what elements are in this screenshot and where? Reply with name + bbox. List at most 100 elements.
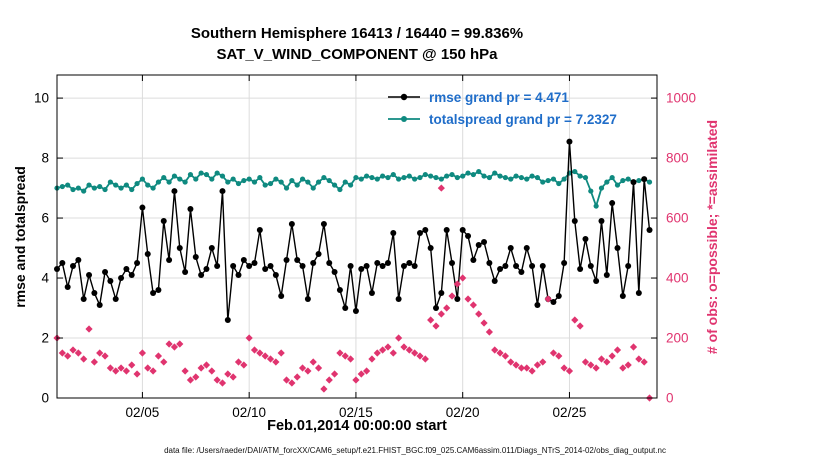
totalspread-marker	[198, 170, 204, 176]
rmse-marker	[283, 257, 290, 264]
totalspread-marker	[315, 179, 322, 185]
totalspread-marker	[107, 179, 113, 185]
obs-assimilated-marker	[539, 358, 547, 366]
rmse-marker	[523, 245, 530, 252]
totalspread-marker	[550, 176, 557, 182]
rmse-marker	[507, 245, 514, 252]
totalspread-marker	[155, 179, 162, 185]
obs-assimilated-marker	[363, 367, 371, 375]
obs-assimilated-marker	[90, 358, 98, 366]
obs-assimilated-marker	[346, 355, 355, 363]
totalspread-marker	[123, 182, 129, 188]
totalspread-marker	[278, 179, 284, 185]
totalspread-marker	[166, 179, 172, 185]
rmse-marker	[176, 245, 183, 252]
totalspread-marker	[203, 171, 210, 178]
rmse-marker	[304, 296, 311, 303]
obs-assimilated-marker	[266, 355, 275, 363]
y-tick-label-left: 6	[41, 211, 49, 226]
y-tick-label-left: 4	[41, 271, 49, 286]
obs-possible-marker	[437, 184, 445, 192]
totalspread-marker	[577, 173, 583, 179]
rmse-marker	[192, 254, 199, 261]
totalspread-marker	[331, 182, 338, 188]
obs-assimilated-marker	[619, 364, 627, 372]
obs-assimilated-marker	[491, 346, 499, 354]
totalspread-marker	[81, 188, 87, 194]
rmse-marker	[123, 266, 130, 273]
obs-assimilated-marker	[165, 340, 173, 348]
totalspread-marker	[545, 177, 551, 184]
obs-assimilated-marker	[427, 316, 435, 324]
totalspread-marker	[492, 170, 498, 176]
totalspread-marker	[209, 176, 215, 182]
rmse-marker	[240, 257, 247, 264]
obs-assimilated-marker	[154, 352, 163, 360]
rmse-marker	[278, 293, 285, 300]
rmse-marker	[208, 245, 215, 252]
totalspread-marker	[347, 182, 354, 188]
totalspread-marker	[556, 180, 562, 187]
obs-assimilated-marker	[208, 367, 216, 375]
totalspread-marker	[444, 173, 450, 179]
rmse-marker	[646, 227, 653, 234]
rmse-marker	[539, 263, 546, 270]
rmse-marker	[513, 263, 520, 270]
obs-assimilated-marker	[160, 358, 168, 366]
rmse-marker	[630, 179, 637, 186]
x-axis-label: Feb.01,2014 00:00:00 start	[267, 418, 447, 434]
totalspread-marker	[486, 174, 492, 181]
totalspread-marker	[187, 171, 194, 178]
totalspread-marker	[129, 186, 135, 193]
obs-assimilated-marker	[149, 367, 157, 375]
obs-assimilated-marker	[507, 358, 515, 366]
totalspread-marker	[145, 182, 151, 188]
obs-assimilated-marker	[261, 352, 269, 360]
obs-assimilated-marker	[379, 346, 387, 354]
rmse-marker	[561, 260, 568, 267]
totalspread-marker	[230, 176, 236, 182]
rmse-marker	[609, 200, 616, 207]
rmse-marker	[272, 272, 279, 279]
obs-assimilated-marker	[416, 352, 424, 360]
totalspread-marker	[572, 168, 578, 175]
legend-label-totalspread: totalspread grand pr = 7.2327	[429, 111, 617, 127]
rmse-marker	[294, 257, 301, 264]
rmse-marker	[427, 245, 434, 252]
obs-assimilated-marker	[234, 358, 243, 366]
rmse-marker	[134, 260, 141, 267]
totalspread-marker	[70, 186, 76, 193]
rmse-marker	[118, 275, 125, 282]
totalspread-marker	[449, 171, 455, 178]
totalspread-marker	[321, 174, 327, 181]
rmse-marker	[251, 260, 258, 267]
rmse-marker	[486, 260, 493, 267]
totalspread-marker	[620, 177, 626, 184]
totalspread-marker	[476, 168, 482, 175]
obs-assimilated-marker	[288, 379, 296, 387]
obs-assimilated-marker	[272, 358, 280, 366]
rmse-marker	[187, 206, 194, 213]
rmse-marker	[400, 263, 407, 270]
totalspread-marker	[369, 174, 375, 181]
rmse-marker	[315, 251, 322, 258]
rmse-marker	[75, 257, 82, 264]
obs-assimilated-marker	[560, 364, 568, 372]
obs-assimilated-marker	[192, 373, 200, 381]
obs-assimilated-marker	[325, 376, 333, 384]
chart-title: Southern Hemisphere 16413 / 16440 = 99.8…	[190, 25, 524, 42]
totalspread-marker	[246, 176, 252, 182]
rmse-marker	[433, 305, 440, 312]
totalspread-marker	[171, 173, 178, 179]
obs-assimilated-marker	[421, 355, 429, 363]
obs-assimilated-marker	[250, 346, 259, 354]
obs-assimilated-marker	[181, 367, 189, 375]
obs-assimilated-marker	[565, 367, 574, 375]
obs-assimilated-marker	[336, 349, 344, 357]
totalspread-marker	[534, 174, 541, 181]
obs-assimilated-marker	[298, 364, 307, 372]
obs-assimilated-marker	[218, 379, 227, 387]
rmse-marker	[582, 236, 589, 243]
rmse-marker	[246, 263, 253, 270]
totalspread-marker	[502, 174, 508, 181]
